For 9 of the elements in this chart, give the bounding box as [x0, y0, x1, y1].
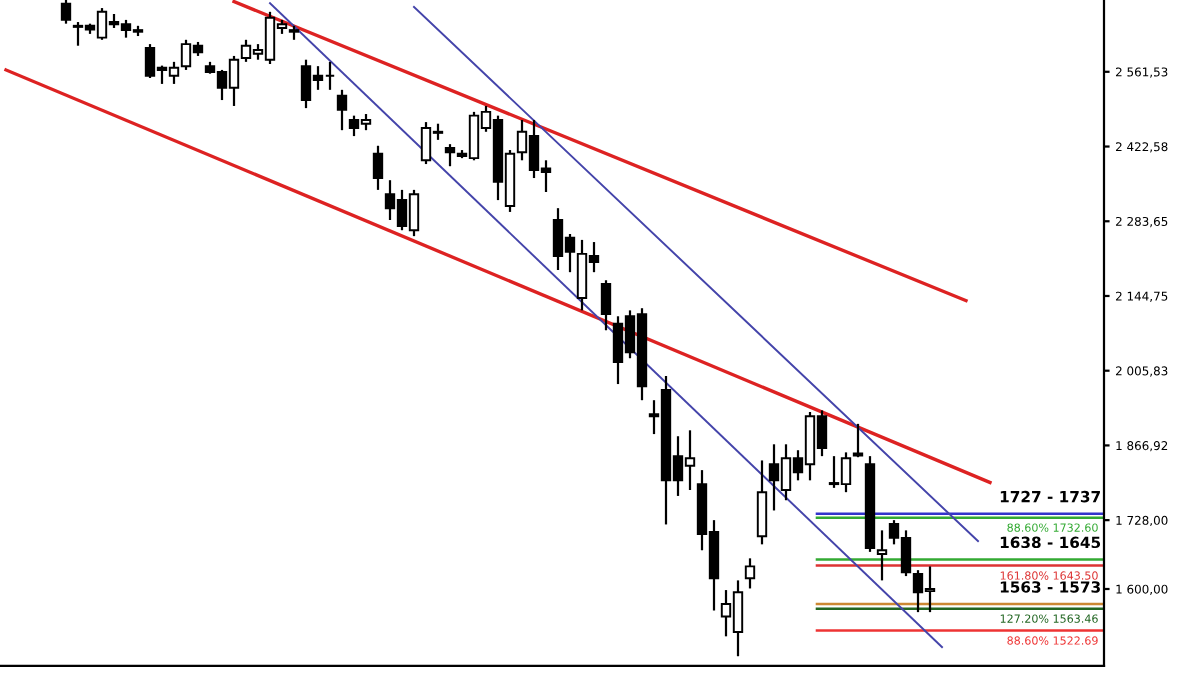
- candlestick: [876, 529, 888, 582]
- candlestick: [744, 557, 756, 590]
- candlestick: [756, 459, 768, 546]
- candlestick: [60, 0, 72, 25]
- candlestick: [444, 143, 456, 168]
- candlestick: [852, 422, 864, 459]
- candlestick: [336, 88, 348, 132]
- candlestick: [372, 144, 384, 191]
- candlestick: [600, 279, 612, 332]
